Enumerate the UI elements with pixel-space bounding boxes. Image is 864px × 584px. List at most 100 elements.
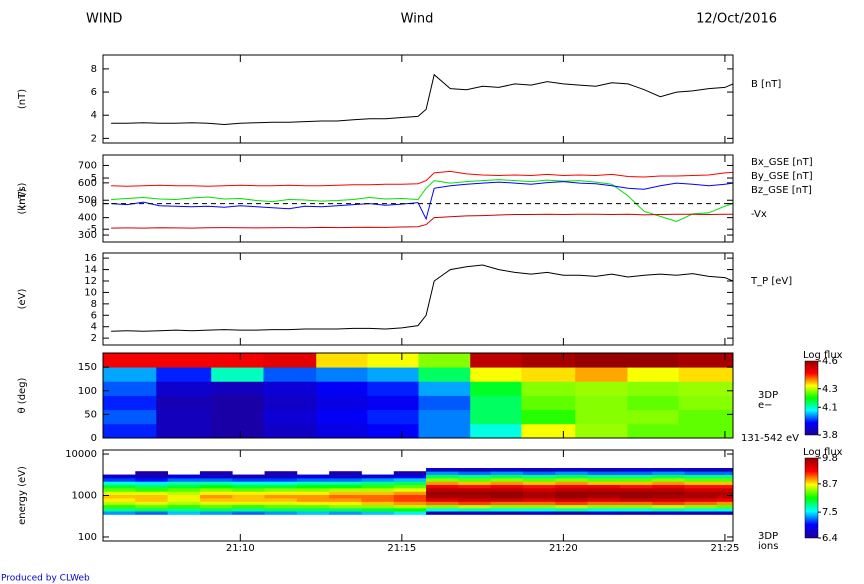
spectrogram-cell — [652, 498, 685, 502]
spectrogram-cell — [264, 498, 298, 502]
spectrogram-cell — [135, 498, 169, 502]
spectrogram-cell — [652, 471, 685, 475]
spectrogram-cell — [361, 504, 395, 509]
x-tick-label: 21:25 — [711, 543, 740, 554]
spectrogram-cell — [156, 367, 212, 382]
y-tick-label: 600 — [78, 178, 97, 189]
plot-title: Wind — [401, 12, 434, 27]
spectrogram-cell — [329, 511, 362, 515]
spectrogram-cell — [361, 501, 395, 506]
spectrogram-cell — [211, 353, 264, 368]
y-tick-label: 100 — [78, 386, 97, 397]
spectrogram-cell — [135, 501, 169, 506]
spectrogram-cell — [521, 409, 576, 425]
spectrogram-cell — [167, 491, 201, 496]
spectrogram-cell — [329, 481, 362, 486]
spectrogram-cell — [619, 491, 653, 496]
colorbar-tick-label: 6.4 — [822, 533, 838, 544]
spectrogram-cell — [426, 468, 459, 472]
spectrogram-cell — [211, 395, 264, 411]
spectrogram-cell — [619, 477, 653, 482]
spectrogram-cell — [103, 498, 136, 502]
spectrogram-cell — [263, 381, 317, 396]
spectrogram-cell — [156, 423, 212, 438]
spectrogram-cell — [393, 487, 427, 492]
spectrogram-cell — [103, 481, 136, 486]
spectrogram-cell — [393, 484, 427, 489]
spectrogram-cell — [575, 423, 628, 438]
spectrogram-cell — [523, 468, 556, 472]
spectrogram-cell — [587, 494, 621, 499]
spectrogram-cell — [264, 477, 298, 482]
colorbar-label: Log flux — [803, 350, 843, 361]
spectrogram-cell — [199, 491, 233, 496]
spectrogram-cell — [490, 498, 524, 502]
colorbar — [804, 360, 819, 436]
spectrogram-cell — [619, 507, 653, 512]
spectrogram-cell — [103, 501, 136, 506]
spectrogram-cell — [393, 511, 427, 515]
spectrogram-cell — [678, 423, 733, 438]
spectrogram-cell — [523, 498, 556, 502]
series-line — [111, 179, 733, 223]
spectrogram-cell — [156, 395, 212, 411]
spectrogram-cell — [199, 498, 233, 502]
spectrogram-cell — [199, 501, 233, 506]
spectrogram-cell — [367, 423, 419, 438]
spectrogram-cell — [103, 423, 157, 438]
spectrogram-cell — [199, 494, 233, 499]
spectrogram-cell — [619, 484, 653, 489]
spectrogram-cell — [264, 481, 298, 486]
spectrogram-cell — [426, 477, 459, 482]
spectrogram-cell — [232, 484, 265, 489]
legend-label: Bz_GSE [nT] — [751, 185, 812, 196]
spectrogram-cell — [264, 474, 298, 479]
y-axis-label: θ (deg) — [17, 377, 28, 413]
spectrogram-cell — [652, 501, 685, 506]
spectrogram-cell — [418, 423, 471, 438]
y-tick-label: 10000 — [65, 449, 97, 460]
spectrogram-cell — [263, 395, 317, 411]
spectrogram-cell — [587, 511, 621, 515]
panel-frame — [102, 252, 734, 346]
series-line — [111, 181, 733, 221]
y-tick-label: 2 — [91, 333, 97, 344]
spectrogram-cell — [393, 481, 427, 486]
spectrogram-cell — [263, 409, 317, 425]
spectrogram-cell — [490, 471, 524, 475]
spectrogram-cell — [426, 471, 459, 475]
spectrogram-cell — [135, 491, 169, 496]
y-tick-label: 14 — [84, 265, 97, 276]
spectrogram-cell — [587, 477, 621, 482]
spectrogram-cell — [329, 501, 362, 506]
spectrogram-cell — [716, 491, 733, 496]
y-tick-label: 6 — [91, 87, 97, 98]
y-axis-label: (nT) — [17, 188, 28, 208]
spectrogram-cell — [619, 494, 653, 499]
energy-range-label: 131-542 eV — [741, 433, 799, 444]
spectrogram-cell — [458, 507, 492, 512]
spectrogram-cell — [232, 504, 265, 509]
spectrogram-cell — [619, 481, 653, 486]
spectrogram-cell — [103, 395, 157, 411]
spectrogram-cell — [103, 484, 136, 489]
spectrogram-cell — [587, 474, 621, 479]
spectrogram-cell — [523, 484, 556, 489]
spectrogram-cell — [135, 474, 169, 479]
spectrogram-cell — [458, 494, 492, 499]
panel-0 — [111, 73, 733, 126]
spectrogram-cell — [458, 491, 492, 496]
spectrogram-cell — [296, 501, 330, 506]
spectrogram-cell — [296, 474, 330, 479]
spectrogram-cell — [296, 498, 330, 502]
spectrogram-cell — [167, 494, 201, 499]
spectrogram-cell — [329, 477, 362, 482]
spectrogram-cell — [627, 423, 680, 438]
spectrogram-cell — [575, 395, 628, 411]
spectrogram-cell — [426, 474, 459, 479]
spectrogram-cell — [619, 498, 653, 502]
y-tick-label: 4 — [91, 322, 97, 333]
spectrogram-cell — [627, 409, 680, 425]
spectrogram-cell — [555, 491, 589, 496]
spectrogram-cell — [296, 491, 330, 496]
